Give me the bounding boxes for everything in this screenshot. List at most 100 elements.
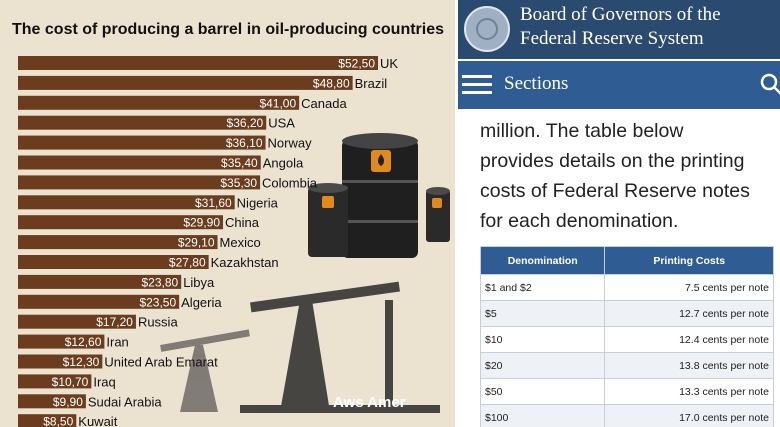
sections-nav: Sections	[458, 61, 780, 109]
printing-costs-table: Denomination Printing Costs $1 and $2 7.5…	[479, 246, 774, 427]
search-icon[interactable]	[760, 73, 780, 95]
table-row: $5 12.7 cents per note	[479, 300, 774, 327]
site-header: Board of Governors of the Federal Reserv…	[458, 0, 780, 59]
column-header-denomination: Denomination	[479, 246, 606, 275]
country-label: Mexico	[220, 235, 261, 250]
oil-barrel-icon	[426, 187, 450, 242]
bar-norway	[18, 135, 266, 150]
table-row: $100 17.0 cents per note	[479, 404, 774, 427]
cost-cell: 13.8 cents per note	[604, 352, 774, 379]
bar-value-label: $36,20	[227, 116, 264, 130]
watermark-text: Aws Amer	[333, 394, 406, 411]
country-label: USA	[268, 116, 295, 131]
bar-united-arab-emarat	[18, 354, 103, 369]
bar-value-label: $31,60	[195, 196, 232, 210]
country-label: Brazil	[355, 76, 388, 91]
bar-value-label: $12,30	[63, 355, 100, 369]
denomination-cell: $5	[479, 300, 606, 327]
menu-icon[interactable]	[462, 75, 492, 95]
paragraph-line: provides details on the printing	[480, 150, 745, 172]
table-row: $10 12.4 cents per note	[479, 326, 774, 353]
bar-usa	[18, 115, 267, 130]
bar-kazakhstan	[18, 255, 209, 269]
cost-cell: 7.5 cents per note	[604, 274, 774, 301]
country-label: Algeria	[181, 295, 222, 310]
country-label: Iran	[106, 335, 128, 350]
bar-value-label: $29,10	[178, 236, 215, 250]
country-label: Angola	[263, 156, 304, 171]
bar-value-label: $9,90	[53, 395, 83, 409]
bar-value-label: $48,80	[313, 76, 350, 90]
denomination-cell: $10	[479, 326, 606, 353]
table-header-row: Denomination Printing Costs	[479, 246, 774, 275]
table-row: $1 and $2 7.5 cents per note	[479, 274, 774, 301]
denomination-cell: $1 and $2	[479, 274, 606, 301]
country-label: Norway	[268, 136, 313, 151]
oil-barrels-illustration	[160, 133, 450, 413]
bar-iraq	[18, 374, 92, 389]
bar-value-label: $29,90	[183, 216, 220, 230]
bar-value-label: $36,10	[226, 136, 263, 150]
bar-mexico	[18, 235, 218, 250]
bar-value-label: $23,50	[139, 295, 176, 309]
country-label: Sudai Arabia	[88, 394, 162, 409]
bar-brazil	[18, 75, 353, 90]
bars-group: $52,50 UK $48,80 Brazil $41,00 Canada $36,20 US…	[18, 56, 398, 427]
table-row: $50 13.3 cents per note	[479, 378, 774, 405]
bar-iran	[18, 334, 105, 349]
country-label: Colombia	[262, 175, 318, 190]
bar-china	[18, 215, 224, 230]
cost-cell: 13.3 cents per note	[604, 378, 774, 405]
bar-uk	[18, 56, 378, 70]
pumpjack-icon	[240, 281, 440, 413]
country-label: China	[225, 215, 260, 230]
bar-value-label: $27,80	[169, 256, 206, 270]
cost-cell: 17.0 cents per note	[604, 404, 774, 427]
table-row: $20 13.8 cents per note	[479, 352, 774, 379]
paragraph-line: million. The table below	[480, 120, 684, 142]
bar-value-label: $10,70	[52, 375, 89, 389]
bar-kuwait	[18, 414, 77, 427]
column-header-printing-costs: Printing Costs	[604, 246, 774, 275]
fed-reserve-page: Board of Governors of the Federal Reserv…	[458, 0, 780, 427]
denomination-cell: $50	[479, 378, 606, 405]
body-paragraph: million. The table below provides detail…	[480, 116, 780, 236]
bar-value-label: $17,20	[96, 315, 133, 329]
oil-cost-infographic: The cost of producing a barrel in oil-pr…	[0, 0, 455, 427]
site-title-line2[interactable]: Federal Reserve System	[520, 28, 704, 49]
cost-cell: 12.7 cents per note	[604, 300, 774, 327]
country-label: Iraq	[93, 374, 115, 389]
bar-algeria	[18, 294, 180, 309]
bar-canada	[18, 95, 300, 110]
denomination-cell: $100	[479, 404, 606, 427]
bar-value-label: $52,50	[338, 57, 375, 71]
bar-value-label: $41,00	[259, 96, 296, 110]
bar-value-label: $12,60	[65, 335, 102, 349]
bar-nigeria	[18, 195, 235, 210]
chart-title: The cost of producing a barrel in oil-pr…	[12, 21, 445, 38]
denomination-cell: $20	[479, 352, 606, 379]
paragraph-line: for each denomination.	[480, 210, 679, 232]
country-label: Russia	[138, 315, 179, 330]
country-label: United Arab Emarat	[104, 355, 218, 370]
bar-russia	[18, 314, 136, 329]
oil-barrel-icon	[308, 183, 348, 257]
country-label: UK	[380, 56, 398, 71]
bar-value-label: $35,30	[220, 176, 257, 190]
bar-angola	[18, 155, 261, 170]
country-label: Kuwait	[78, 414, 117, 427]
bar-value-label: $23,80	[141, 275, 178, 289]
oil-barrel-icon	[342, 133, 418, 258]
bar-value-label: $8,50	[43, 415, 73, 427]
bar-sudai-arabia	[18, 394, 86, 409]
sections-button[interactable]: Sections	[504, 73, 569, 94]
country-label: Canada	[301, 96, 347, 111]
country-label: Libya	[183, 275, 215, 290]
pumpjack-icon	[160, 329, 250, 412]
bar-libya	[18, 274, 182, 289]
cost-cell: 12.4 cents per note	[604, 326, 774, 353]
site-title-line1[interactable]: Board of Governors of the	[520, 4, 721, 25]
seal-icon[interactable]	[464, 6, 510, 52]
bar-value-label: $35,40	[221, 156, 258, 170]
paragraph-line: costs of Federal Reserve notes	[480, 180, 750, 202]
